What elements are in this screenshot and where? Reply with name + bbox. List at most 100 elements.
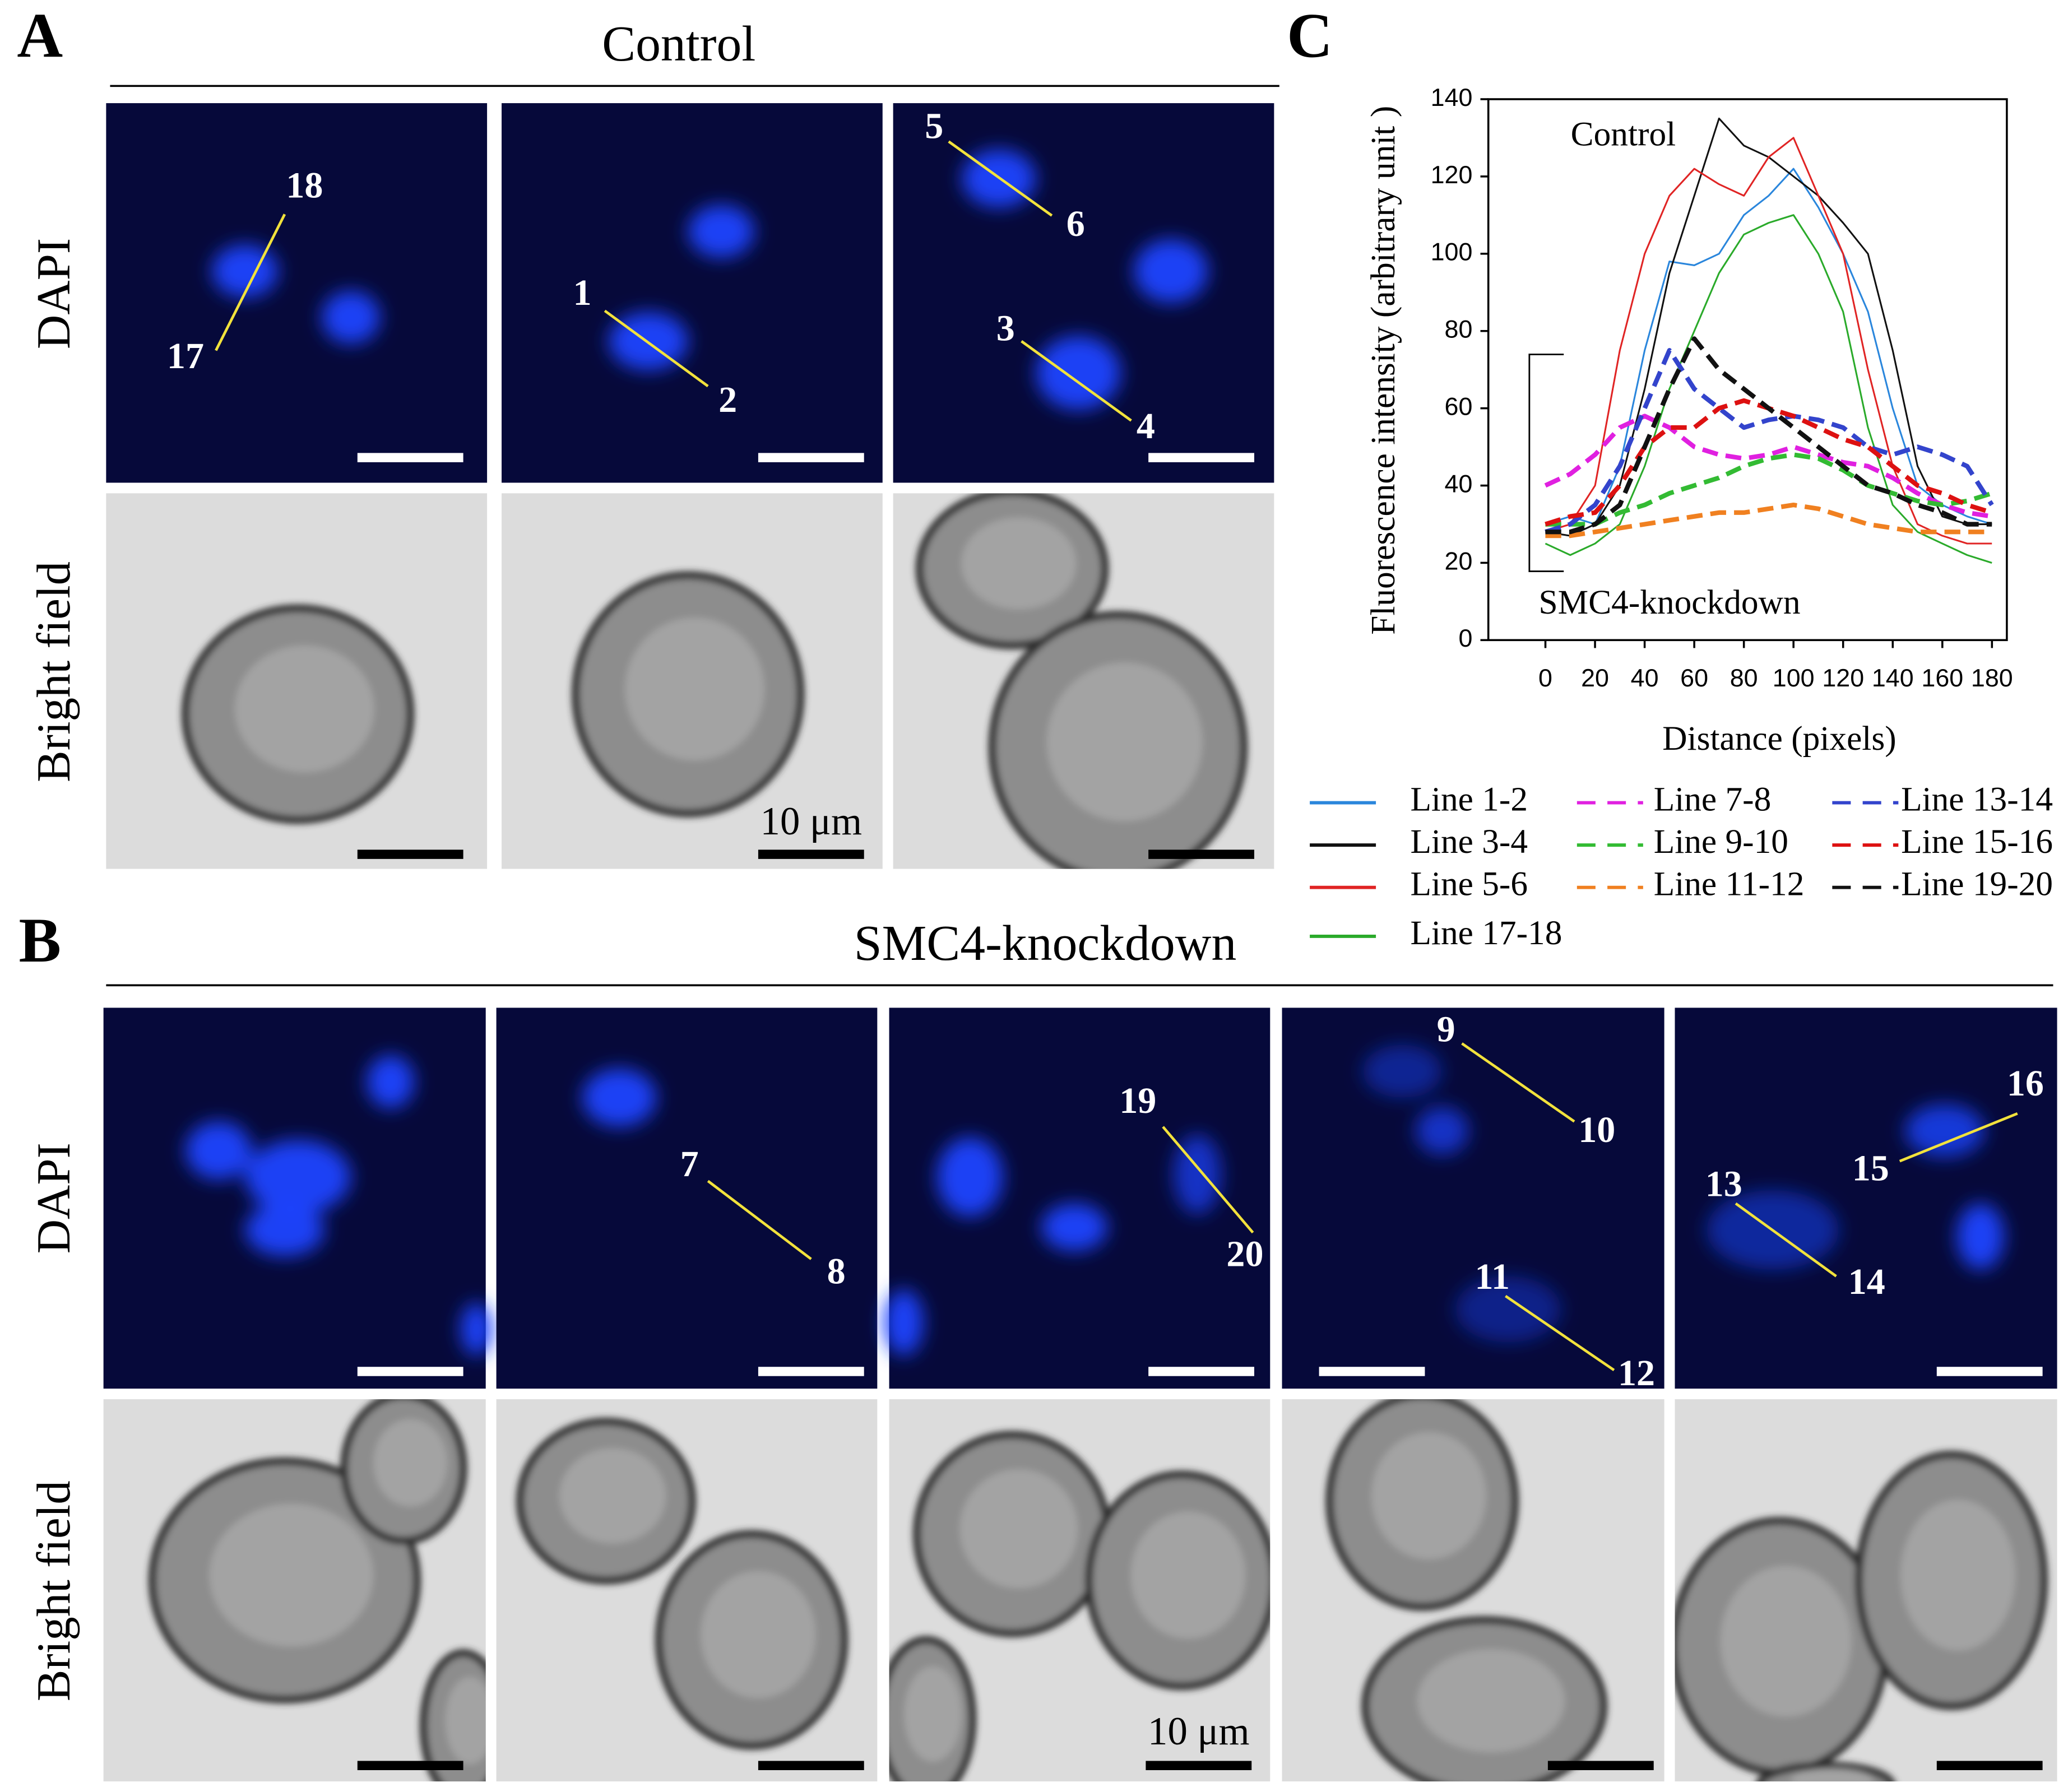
y-tick-label: 100 xyxy=(1431,238,1473,266)
nuclei xyxy=(212,244,380,344)
nucleus xyxy=(322,291,380,344)
nucleus xyxy=(936,1137,1003,1217)
cell-texture xyxy=(1791,1768,1874,1782)
dapi-image xyxy=(496,1008,878,1389)
legend-label: Line 7-8 xyxy=(1654,781,1772,819)
y-tick-label: 140 xyxy=(1431,83,1473,112)
cell-texture xyxy=(1900,1499,2015,1651)
profile-marker: 16 xyxy=(2007,1063,2044,1104)
cells xyxy=(516,1418,848,1750)
profile-line xyxy=(1021,340,1132,422)
panel-label: A xyxy=(17,1,63,71)
cell-texture xyxy=(701,1571,816,1698)
y-tick-label: 120 xyxy=(1431,160,1473,189)
cell-texture xyxy=(904,1666,962,1762)
annotation: SMC4-knockdown xyxy=(1539,583,1801,621)
series-line xyxy=(1545,214,1992,564)
profile-line xyxy=(1162,1126,1254,1234)
series-line xyxy=(1545,452,1993,527)
legend-label: Line 19-20 xyxy=(1901,865,2053,903)
profile-marker: 1 xyxy=(573,272,591,313)
nucleus xyxy=(1362,1044,1443,1098)
cell-texture xyxy=(209,1503,374,1647)
legend-label: Line 1-2 xyxy=(1410,781,1528,819)
y-tick-label: 80 xyxy=(1445,315,1473,343)
profile-marker: 13 xyxy=(1705,1164,1742,1205)
profile-marker: 5 xyxy=(925,105,943,146)
profile-marker: 7 xyxy=(680,1144,699,1185)
cells xyxy=(889,1431,1271,1782)
plot-frame xyxy=(1487,98,2008,642)
series-line xyxy=(1545,348,1994,535)
x-tick-label: 80 xyxy=(1730,663,1758,692)
profile-line xyxy=(948,140,1053,217)
nuclei xyxy=(884,1135,1221,1356)
cell-texture xyxy=(961,517,1077,610)
y-tick-label: 40 xyxy=(1445,469,1473,498)
nucleus xyxy=(1041,1203,1107,1251)
profile-marker: 9 xyxy=(1437,1009,1455,1050)
nucleus xyxy=(245,1203,324,1257)
y-tick-label: 20 xyxy=(1445,546,1473,575)
cells xyxy=(1675,1451,2048,1782)
x-tick-label: 20 xyxy=(1581,663,1609,692)
dapi-image xyxy=(106,103,488,483)
legend-label: Line 5-6 xyxy=(1410,865,1528,903)
nuclei xyxy=(185,1055,493,1356)
series-line xyxy=(1545,117,1992,537)
cell-texture xyxy=(373,1419,448,1507)
x-tick-label: 40 xyxy=(1631,663,1659,692)
y-tick-label: 60 xyxy=(1445,392,1473,420)
profile-marker: 8 xyxy=(827,1251,846,1292)
x-tick-label: 120 xyxy=(1822,663,1864,692)
nucleus xyxy=(1134,239,1208,303)
profile-marker: 6 xyxy=(1067,203,1085,244)
cell-texture xyxy=(959,1469,1078,1589)
cells xyxy=(148,1399,486,1782)
series-line xyxy=(1545,336,1992,535)
panel-title: SMC4-knockdown xyxy=(854,916,1237,971)
nucleus xyxy=(212,244,279,298)
legend-label: Line 15-16 xyxy=(1901,823,2053,861)
legend-label: Line 17-18 xyxy=(1410,914,1562,952)
cells xyxy=(572,571,805,818)
profile-marker: 4 xyxy=(1137,406,1155,447)
x-tick-label: 100 xyxy=(1773,663,1815,692)
nucleus xyxy=(1036,336,1121,410)
panel-title: Control xyxy=(602,16,755,72)
x-axis-label: Distance (pixels) xyxy=(1662,719,1896,758)
scale-label: 10 μm xyxy=(1148,1710,1250,1753)
legend-label: Line 3-4 xyxy=(1410,823,1528,861)
nuclei xyxy=(1362,1044,1561,1343)
nuclei xyxy=(582,1068,657,1127)
nucleus xyxy=(688,205,754,258)
profile-line xyxy=(1461,1042,1575,1123)
cell-texture xyxy=(1130,1511,1246,1639)
nucleus xyxy=(185,1121,252,1180)
nucleus xyxy=(582,1068,657,1127)
profile-marker: 3 xyxy=(996,308,1015,349)
panel-label: B xyxy=(19,905,62,976)
profile-line xyxy=(215,213,286,351)
x-tick-label: 0 xyxy=(1538,663,1552,692)
profile-marker: 12 xyxy=(1618,1353,1655,1394)
row-label: Bright field xyxy=(27,1480,80,1701)
cell-texture xyxy=(625,618,765,761)
nucleus xyxy=(1905,1104,1984,1158)
y-tick-label: 0 xyxy=(1458,624,1472,652)
cells xyxy=(915,493,1248,869)
dapi-image xyxy=(502,103,883,483)
cell-texture xyxy=(1417,1649,1565,1753)
row-label: DAPI xyxy=(27,238,80,349)
row-label: Bright field xyxy=(27,561,80,782)
cell-texture xyxy=(1046,662,1203,821)
nucleus xyxy=(460,1302,493,1356)
profile-marker: 17 xyxy=(167,336,204,377)
profile-line xyxy=(1505,1294,1615,1372)
bracket xyxy=(1528,354,1564,572)
nucleus xyxy=(1956,1203,2005,1270)
cells xyxy=(1325,1399,1608,1782)
x-tick-label: 160 xyxy=(1921,663,1963,692)
